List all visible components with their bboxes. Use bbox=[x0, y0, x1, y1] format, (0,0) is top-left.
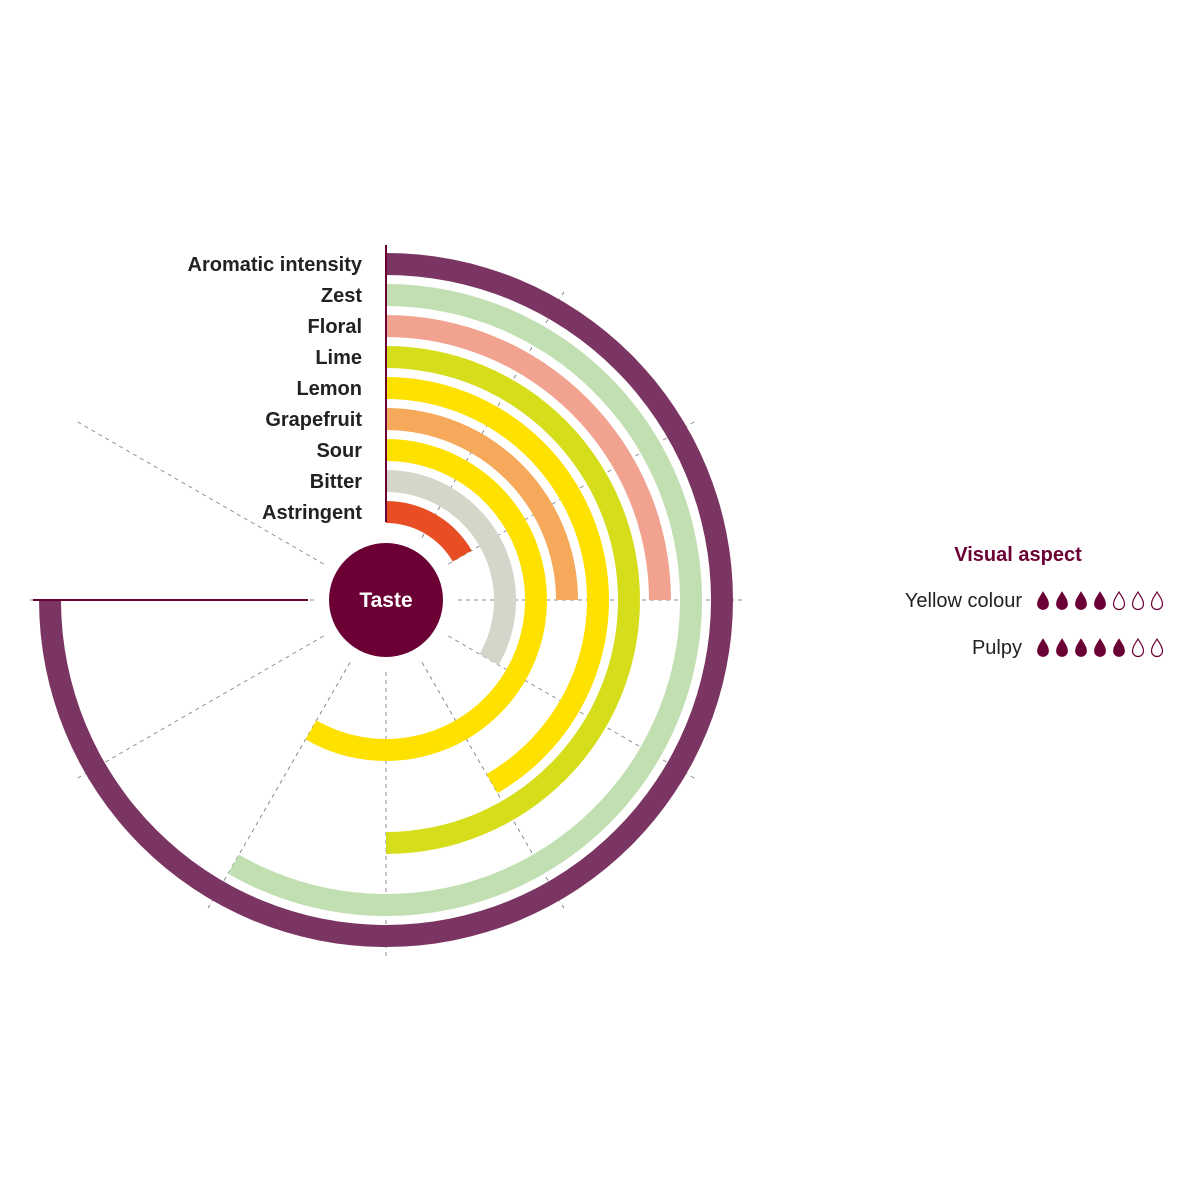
ring-lemon bbox=[386, 377, 609, 794]
visual-item-label: Pulpy bbox=[972, 637, 1022, 659]
drop-empty-icon bbox=[1131, 637, 1145, 658]
scale-guide-line bbox=[76, 421, 324, 565]
drop-empty-icon bbox=[1131, 590, 1145, 611]
visual-item-label: Yellow colour bbox=[905, 590, 1022, 612]
drop-filled-icon bbox=[1075, 591, 1087, 610]
scale-guide-line bbox=[76, 635, 324, 779]
label-lemon: Lemon bbox=[296, 378, 362, 400]
drop-empty-icon bbox=[1150, 637, 1164, 658]
visual-aspect-list: Yellow colour Pulpy bbox=[905, 590, 1164, 659]
label-floral: Floral bbox=[308, 316, 362, 338]
ring-sour bbox=[305, 439, 547, 761]
drop-filled-icon bbox=[1056, 591, 1068, 610]
drop-filled-icon bbox=[1113, 638, 1125, 657]
drop-filled-icon bbox=[1075, 638, 1087, 657]
drop-empty-icon bbox=[1112, 590, 1126, 611]
taste-labels: Aromatic intensity Zest Floral Lime Lemon Gra… bbox=[188, 254, 363, 524]
label-aromatic-intensity: Aromatic intensity bbox=[188, 254, 363, 276]
taste-rings bbox=[39, 253, 733, 947]
label-zest: Zest bbox=[321, 285, 362, 307]
ring-floral bbox=[386, 315, 671, 600]
drop-filled-icon bbox=[1037, 638, 1049, 657]
ring-grapefruit bbox=[386, 408, 578, 600]
drop-empty-icon bbox=[1150, 590, 1164, 611]
label-grapefruit: Grapefruit bbox=[265, 409, 362, 431]
taste-center-circle bbox=[329, 543, 443, 657]
visual-aspect-title: Visual aspect bbox=[954, 544, 1082, 566]
label-bitter: Bitter bbox=[310, 471, 362, 493]
label-sour: Sour bbox=[316, 440, 362, 462]
drop-filled-icon bbox=[1056, 638, 1068, 657]
label-astringent: Astringent bbox=[262, 502, 362, 524]
taste-center-label: Taste bbox=[359, 589, 412, 612]
label-lime: Lime bbox=[315, 347, 362, 369]
drop-filled-icon bbox=[1037, 591, 1049, 610]
ring-bitter bbox=[386, 470, 516, 665]
ring-astringent bbox=[386, 501, 472, 562]
drop-filled-icon bbox=[1094, 591, 1106, 610]
drop-filled-icon bbox=[1094, 638, 1106, 657]
